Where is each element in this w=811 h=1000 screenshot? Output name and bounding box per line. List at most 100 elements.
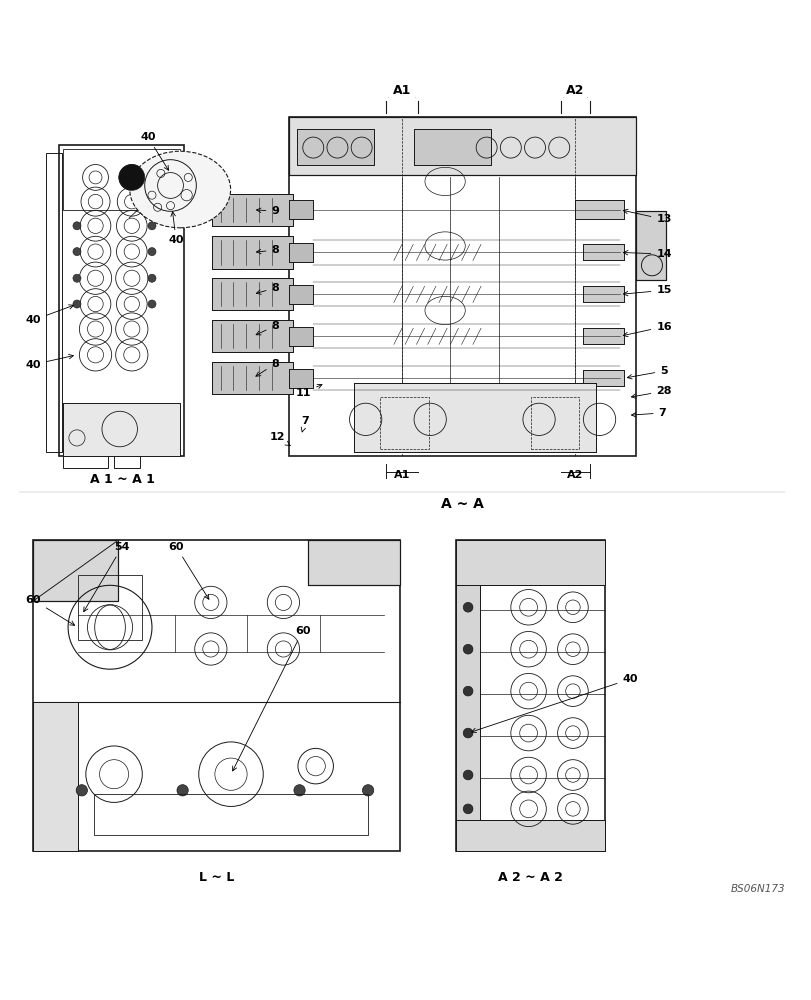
- Bar: [212, 194, 293, 226]
- Text: A2: A2: [565, 84, 584, 97]
- Bar: [212, 236, 293, 269]
- Bar: [456, 820, 604, 851]
- Bar: [456, 540, 604, 585]
- Bar: [456, 540, 604, 585]
- Circle shape: [463, 602, 472, 612]
- Bar: [33, 540, 118, 601]
- Bar: [63, 403, 180, 456]
- Bar: [289, 285, 313, 304]
- Bar: [212, 278, 293, 310]
- Bar: [212, 362, 293, 394]
- Text: 12: 12: [269, 432, 290, 446]
- Bar: [289, 327, 313, 346]
- Text: 16: 16: [623, 322, 671, 337]
- Bar: [635, 211, 666, 280]
- Bar: [582, 244, 623, 260]
- Circle shape: [463, 804, 472, 814]
- Bar: [212, 236, 293, 269]
- Text: 15: 15: [623, 285, 671, 296]
- Bar: [33, 540, 400, 851]
- Text: 60: 60: [26, 595, 75, 625]
- Circle shape: [148, 222, 156, 230]
- Bar: [582, 286, 623, 302]
- Bar: [380, 397, 428, 449]
- Bar: [289, 243, 313, 262]
- Bar: [353, 383, 594, 452]
- Circle shape: [148, 300, 156, 308]
- Text: 8: 8: [255, 321, 279, 335]
- Text: 28: 28: [631, 386, 671, 398]
- Circle shape: [362, 785, 373, 796]
- Bar: [289, 327, 313, 346]
- Bar: [575, 200, 623, 219]
- Text: 13: 13: [623, 209, 671, 224]
- Bar: [289, 369, 313, 388]
- Circle shape: [148, 274, 156, 282]
- Ellipse shape: [130, 151, 230, 228]
- Circle shape: [463, 644, 472, 654]
- Circle shape: [73, 248, 81, 256]
- Bar: [414, 129, 490, 165]
- Bar: [63, 149, 180, 210]
- Bar: [414, 129, 490, 165]
- Bar: [582, 286, 623, 302]
- Text: 40: 40: [26, 305, 74, 325]
- Bar: [575, 200, 623, 219]
- Circle shape: [294, 785, 305, 796]
- Bar: [307, 540, 400, 585]
- Bar: [456, 540, 479, 851]
- Text: 60: 60: [168, 542, 208, 599]
- Bar: [582, 328, 623, 344]
- Bar: [212, 194, 293, 226]
- Bar: [353, 383, 594, 452]
- Bar: [114, 456, 139, 468]
- Text: 60: 60: [233, 626, 310, 771]
- Circle shape: [118, 165, 144, 190]
- Bar: [456, 540, 604, 851]
- Text: A 1 ~ A 1: A 1 ~ A 1: [89, 473, 154, 486]
- Bar: [63, 403, 180, 456]
- Bar: [212, 278, 293, 310]
- Bar: [289, 117, 635, 456]
- Bar: [289, 369, 313, 388]
- Text: 40: 40: [168, 212, 183, 245]
- Text: L ~ L: L ~ L: [199, 871, 234, 884]
- Bar: [289, 117, 635, 175]
- Text: BS06N173: BS06N173: [730, 884, 784, 894]
- Text: A 2 ~ A 2: A 2 ~ A 2: [497, 871, 562, 884]
- Bar: [289, 200, 313, 219]
- Circle shape: [463, 686, 472, 696]
- Circle shape: [177, 785, 188, 796]
- Bar: [289, 243, 313, 262]
- Bar: [582, 370, 623, 386]
- Bar: [33, 540, 118, 601]
- Text: 40: 40: [140, 132, 169, 170]
- Bar: [33, 702, 78, 851]
- Bar: [297, 129, 373, 165]
- Bar: [63, 453, 108, 468]
- Bar: [635, 211, 666, 280]
- Text: 40: 40: [26, 354, 73, 370]
- Bar: [78, 575, 142, 640]
- Circle shape: [76, 785, 88, 796]
- Circle shape: [463, 728, 472, 738]
- Text: 8: 8: [255, 359, 279, 376]
- Circle shape: [73, 274, 81, 282]
- Bar: [212, 362, 293, 394]
- Bar: [456, 820, 604, 851]
- Bar: [307, 540, 400, 585]
- Text: 14: 14: [623, 249, 671, 259]
- Bar: [212, 320, 293, 352]
- Text: 9: 9: [256, 206, 279, 216]
- Text: A1: A1: [393, 470, 410, 480]
- Circle shape: [463, 770, 472, 780]
- Bar: [33, 702, 78, 851]
- Text: 8: 8: [256, 283, 279, 294]
- Text: A2: A2: [566, 470, 583, 480]
- Text: 40: 40: [471, 674, 637, 733]
- Text: A1: A1: [393, 84, 410, 97]
- Bar: [582, 328, 623, 344]
- Text: 7: 7: [631, 408, 666, 418]
- Bar: [45, 153, 62, 452]
- Bar: [289, 117, 635, 175]
